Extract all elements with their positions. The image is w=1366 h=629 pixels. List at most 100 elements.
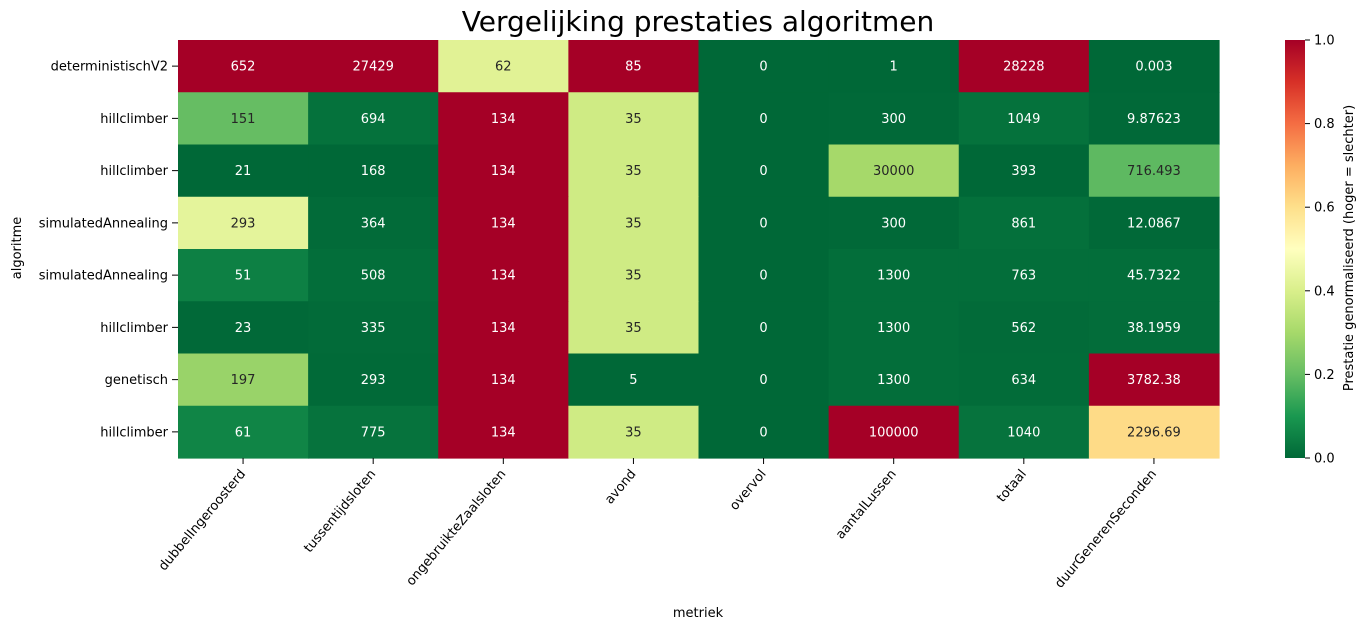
x-tick-label: aantalLussen [833, 467, 900, 542]
cell-value-label: 23 [235, 321, 252, 336]
cell-value-label: 2296.69 [1127, 425, 1181, 440]
heatmap-cell [698, 405, 830, 459]
heatmap-cell [178, 405, 309, 459]
heatmap-cell [828, 353, 960, 407]
cell-value-label: 1 [890, 60, 898, 75]
heatmap-cell [1088, 144, 1220, 198]
colorbar-tick-label: 0.8 [1314, 117, 1335, 132]
heatmap-cell [958, 144, 1090, 198]
cell-value-label: 35 [625, 164, 642, 179]
x-tick-label: avond [602, 467, 639, 507]
cell-value-label: 61 [235, 425, 252, 440]
cell-value-label: 30000 [873, 164, 914, 179]
cell-value-label: 0 [759, 112, 767, 127]
cell-value-label: 0 [759, 373, 767, 388]
heatmap-cell [958, 249, 1090, 302]
cell-value-label: 100000 [869, 425, 919, 440]
cell-value-label: 197 [231, 373, 256, 388]
colorbar-tick-label: 0.0 [1314, 452, 1335, 467]
heatmap-cell [698, 40, 830, 93]
heatmap-cell [828, 405, 960, 459]
chart-title: Vergelijking prestaties algoritmen [462, 5, 934, 38]
heatmap-cell [568, 405, 700, 459]
heatmap-cell [1088, 405, 1220, 459]
heatmap-cell [1088, 196, 1220, 250]
heatmap-cell [958, 353, 1090, 407]
heatmap-cell [178, 196, 309, 250]
heatmap-cell [1088, 353, 1220, 407]
cell-value-label: 134 [491, 112, 516, 127]
heatmap-cell [438, 301, 569, 355]
colorbar: 0.0 0.2 0.4 0.6 0.8 1.0 [1285, 34, 1335, 467]
x-tick-label: dubbelIngeroosterd [156, 467, 249, 574]
cell-value-label: 134 [491, 269, 516, 284]
cell-value-label: 775 [361, 425, 386, 440]
heatmap-cell [438, 92, 569, 146]
colorbar-tick-label: 0.6 [1314, 201, 1335, 216]
heatmap-cell [698, 249, 830, 302]
x-tick-label: duurGenerenSeconden [1052, 467, 1160, 591]
heatmap-cell [568, 196, 700, 250]
heatmap-cell [958, 301, 1090, 355]
heatmap-cell [958, 40, 1090, 93]
heatmap-cell [698, 353, 830, 407]
heatmap-cell [568, 249, 700, 302]
y-tick-label: hillclimber [100, 321, 168, 336]
cell-value-label: 508 [361, 269, 386, 284]
y-tick-label: genetisch [105, 373, 168, 388]
heatmap-cell [308, 249, 439, 302]
cell-value-label: 0 [759, 216, 767, 231]
cell-value-label: 38.1959 [1127, 321, 1181, 336]
heatmap-cell [178, 92, 309, 146]
heatmap-cell [438, 144, 569, 198]
cell-value-label: 562 [1011, 321, 1036, 336]
heatmap-cell [308, 196, 439, 250]
heatmap-cell [698, 92, 830, 146]
cell-value-label: 134 [491, 425, 516, 440]
cell-value-label: 28228 [1003, 60, 1044, 75]
cell-value-label: 35 [625, 269, 642, 284]
cell-value-label: 21 [235, 164, 252, 179]
heatmap-cell [438, 405, 569, 459]
heatmap-cell [568, 40, 700, 93]
heatmap-cell [698, 144, 830, 198]
cell-value-label: 1049 [1007, 112, 1040, 127]
cell-value-label: 0.003 [1135, 60, 1172, 75]
heatmap-cell [828, 196, 960, 250]
y-tick-label: hillclimber [100, 112, 168, 127]
heatmap-cell [958, 405, 1090, 459]
cell-value-label: 0 [759, 60, 767, 75]
heatmap-cell [178, 301, 309, 355]
cell-value-label: 45.7322 [1127, 269, 1181, 284]
x-axis-label: metriek [673, 606, 724, 621]
heatmap-cell [308, 40, 439, 93]
heatmap-cell [698, 301, 830, 355]
cell-value-label: 861 [1011, 216, 1036, 231]
cell-value-label: 335 [361, 321, 386, 336]
cell-value-label: 300 [881, 216, 906, 231]
x-tick-label: overvol [727, 467, 770, 514]
cell-value-label: 35 [625, 216, 642, 231]
cell-value-label: 0 [759, 321, 767, 336]
cell-value-label: 1300 [877, 269, 910, 284]
heatmap-cell [178, 144, 309, 198]
cell-value-label: 151 [231, 112, 256, 127]
heatmap-cell [308, 353, 439, 407]
heatmap-cell [308, 92, 439, 146]
cell-value-label: 694 [361, 112, 386, 127]
colorbar-label: Prestatie genormaliseerd (hoger = slecht… [1342, 105, 1357, 391]
cell-value-label: 3782.38 [1127, 373, 1181, 388]
heatmap-cell [438, 353, 569, 407]
cell-value-label: 0 [759, 164, 767, 179]
colorbar-tick-label: 1.0 [1314, 34, 1335, 49]
cell-value-label: 134 [491, 164, 516, 179]
heatmap-cell [1088, 249, 1220, 302]
cell-value-label: 716.493 [1127, 164, 1181, 179]
cell-value-label: 652 [231, 60, 256, 75]
cell-value-label: 85 [625, 60, 642, 75]
y-axis: deterministischV2 hillclimber hillclimber s… [39, 60, 178, 440]
heatmap-cell [308, 405, 439, 459]
cell-value-label: 5 [629, 373, 637, 388]
cell-value-label: 134 [491, 216, 516, 231]
